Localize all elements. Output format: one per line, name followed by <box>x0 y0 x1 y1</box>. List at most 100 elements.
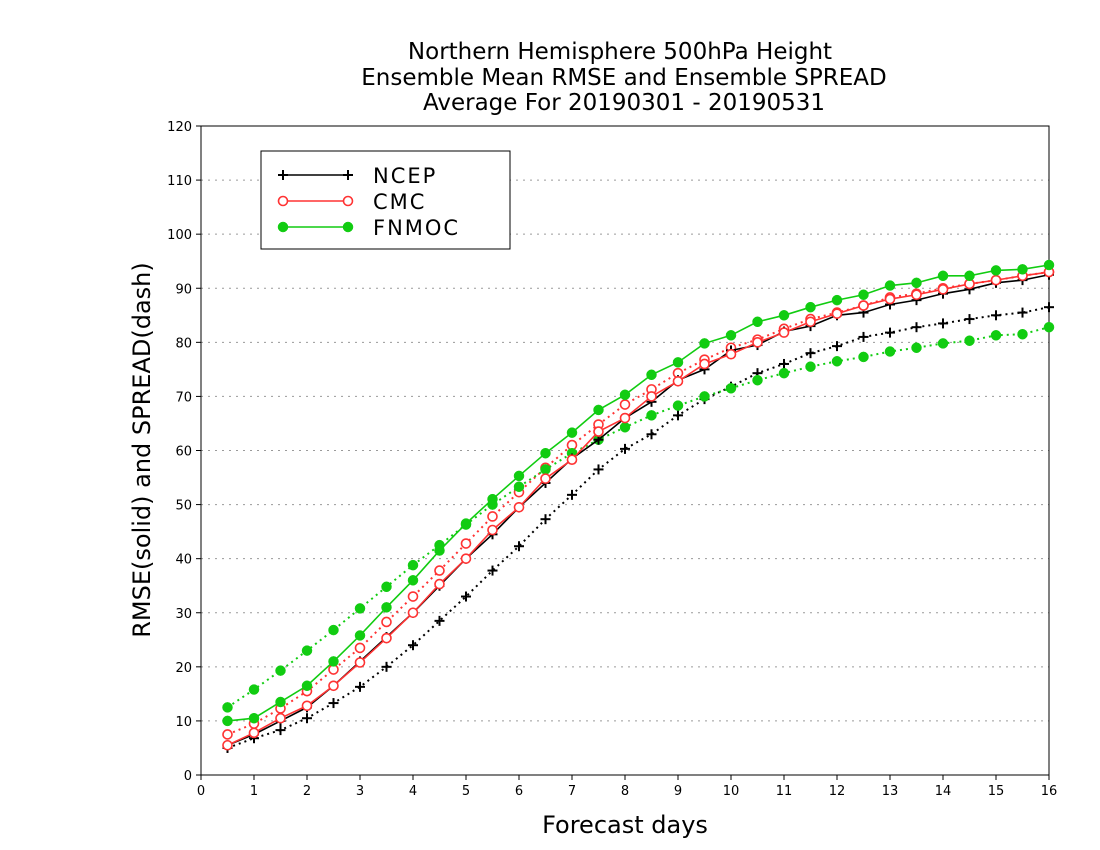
filled-circle-marker <box>646 410 657 421</box>
filled-circle-marker <box>407 559 419 571</box>
y-tick-label: 80 <box>175 336 192 351</box>
x-tick-label: 12 <box>829 784 846 799</box>
open-circle-marker <box>342 195 354 207</box>
series-ncep-solid <box>222 269 1054 751</box>
x-tick-label: 13 <box>882 784 899 799</box>
open-circle-marker <box>328 680 339 692</box>
filled-circle-marker <box>699 391 710 402</box>
series-fnmoc-solid <box>222 259 1055 727</box>
plot-frame <box>200 125 1050 776</box>
open-circle-marker <box>301 700 313 712</box>
x-tick-label: 15 <box>988 784 1005 799</box>
open-circle-marker <box>619 412 631 424</box>
x-tick-label: 11 <box>776 784 793 799</box>
filled-circle-marker <box>513 481 525 492</box>
y-tick-label: 20 <box>175 661 192 676</box>
y-tick-label: 110 <box>167 174 192 189</box>
filled-circle-marker <box>248 684 260 695</box>
open-circle-marker <box>275 712 286 724</box>
filled-circle-marker <box>566 427 578 438</box>
filled-circle-marker <box>831 294 843 306</box>
x-tick-label: 7 <box>568 784 576 799</box>
series-line <box>227 271 1050 746</box>
filled-circle-marker <box>831 356 843 367</box>
x-tick-label: 5 <box>462 784 470 799</box>
open-circle-marker <box>725 348 737 360</box>
filled-circle-marker <box>672 357 684 368</box>
legend-item-cmc: CMC <box>277 190 424 214</box>
filled-circle-marker <box>275 665 286 676</box>
open-circle-marker <box>672 375 684 387</box>
filled-circle-marker <box>646 369 657 381</box>
filled-circle-marker <box>752 316 763 328</box>
plus-marker <box>885 327 895 338</box>
plus-marker <box>911 322 922 333</box>
y-tick-label: 90 <box>175 282 192 297</box>
y-tick-label: 70 <box>175 390 192 405</box>
open-circle-marker <box>460 553 472 564</box>
plus-marker <box>343 170 353 180</box>
filled-circle-marker <box>328 624 339 636</box>
filled-circle-marker <box>277 221 289 233</box>
y-tick-label: 40 <box>175 553 192 568</box>
x-tick-label: 0 <box>197 784 205 799</box>
open-circle-marker <box>434 565 445 576</box>
open-circle-marker <box>752 337 763 348</box>
filled-circle-marker <box>884 280 896 291</box>
plus-marker <box>408 640 418 651</box>
filled-circle-marker <box>778 310 790 321</box>
plus-marker <box>646 429 657 440</box>
filled-circle-marker <box>725 330 737 341</box>
plus-marker <box>805 348 816 359</box>
series-line <box>227 273 1050 746</box>
plus-marker <box>779 358 789 369</box>
plus-marker <box>540 514 551 525</box>
plus-marker <box>275 725 286 736</box>
filled-circle-marker <box>222 702 233 713</box>
filled-circle-marker <box>911 277 922 289</box>
plus-marker <box>620 443 630 454</box>
filled-circle-marker <box>275 696 286 708</box>
filled-circle-marker <box>937 338 949 349</box>
series-ff3333-dotted <box>222 266 1055 740</box>
x-tick-label: 9 <box>674 784 682 799</box>
filled-circle-marker <box>858 351 869 363</box>
open-circle-marker <box>831 308 843 319</box>
legend-item-fnmoc: FNMOC <box>277 216 458 240</box>
x-tick-label: 6 <box>515 784 523 799</box>
legend-box <box>260 150 511 250</box>
filled-circle-marker <box>937 270 949 282</box>
open-circle-marker <box>805 316 816 328</box>
open-circle-marker <box>354 657 366 668</box>
plus-marker <box>1044 302 1054 313</box>
filled-circle-marker <box>460 518 472 529</box>
title-line-1: Northern Hemisphere 500hPa Height <box>408 39 832 65</box>
open-circle-marker <box>699 358 710 370</box>
filled-circle-marker <box>858 289 869 300</box>
plus-marker <box>487 565 498 576</box>
series-11cc11-dotted <box>222 321 1055 713</box>
open-circle-marker <box>937 284 949 295</box>
plus-marker <box>514 541 524 552</box>
x-tick-label: 2 <box>303 784 311 799</box>
series-layer <box>222 259 1055 753</box>
filled-circle-marker <box>725 383 737 394</box>
chart-title: Northern Hemisphere 500hPa Height Ensemb… <box>361 39 886 116</box>
filled-circle-marker <box>964 335 975 346</box>
filled-circle-marker <box>805 361 816 372</box>
series-cmc-solid <box>222 266 1055 751</box>
y-tick-label: 50 <box>175 499 192 514</box>
filled-circle-marker <box>990 265 1002 276</box>
plus-marker <box>832 341 842 352</box>
filled-circle-marker <box>1043 259 1055 271</box>
filled-circle-marker <box>354 630 366 641</box>
open-circle-marker <box>778 327 790 338</box>
open-circle-marker <box>858 300 869 311</box>
filled-circle-marker <box>301 645 313 656</box>
x-axis-label: Forecast days <box>542 811 708 839</box>
title-line-2: Ensemble Mean RMSE and Ensemble SPREAD <box>361 65 886 91</box>
open-circle-marker <box>619 399 631 410</box>
filled-circle-marker <box>619 421 631 433</box>
